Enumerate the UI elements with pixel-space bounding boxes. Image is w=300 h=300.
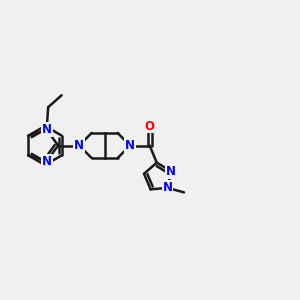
Text: N: N [125,139,135,152]
Text: N: N [42,155,52,168]
Text: N: N [163,182,172,194]
Text: O: O [145,119,154,133]
Text: N: N [42,123,52,136]
Text: N: N [74,139,84,152]
Text: N: N [166,165,176,178]
